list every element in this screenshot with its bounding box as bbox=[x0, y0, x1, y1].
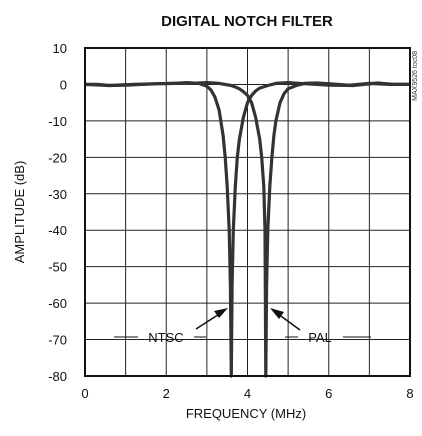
plot-area bbox=[84, 81, 410, 378]
y-tick-label: -70 bbox=[48, 333, 67, 348]
y-tick-label: -50 bbox=[48, 260, 67, 275]
x-tick-label: 6 bbox=[325, 386, 332, 401]
annotation-pal: PAL bbox=[308, 330, 332, 345]
x-tick-label: 0 bbox=[81, 386, 88, 401]
y-tick-label: 0 bbox=[60, 77, 67, 92]
grid bbox=[85, 48, 410, 376]
plot-frame bbox=[84, 47, 411, 377]
series-pal-line bbox=[84, 81, 410, 378]
annotation-arrowhead-pal bbox=[270, 308, 284, 319]
y-tick-label: -10 bbox=[48, 114, 67, 129]
annotations: NTSC PAL bbox=[114, 308, 371, 345]
x-axis-label: FREQUENCY (MHz) bbox=[186, 406, 306, 421]
y-tick-label: -60 bbox=[48, 296, 67, 311]
figure-code: MAX9526 toc08 bbox=[412, 51, 419, 101]
annotation-ntsc: NTSC bbox=[148, 330, 183, 345]
y-tick-label: -30 bbox=[48, 187, 67, 202]
tick-labels: 0 2 4 6 8 10 0 -10 -20 -30 -40 -50 -60 -70 -80 bbox=[48, 41, 413, 401]
annotation-arrowhead-ntsc bbox=[214, 308, 228, 318]
y-tick-label: -80 bbox=[48, 369, 67, 384]
y-tick-label: -20 bbox=[48, 150, 67, 165]
y-axis-label: AMPLITUDE (dB) bbox=[12, 161, 27, 264]
y-tick-label: -40 bbox=[48, 223, 67, 238]
x-tick-label: 2 bbox=[163, 386, 170, 401]
y-tick-label: 10 bbox=[53, 41, 67, 56]
x-tick-label: 8 bbox=[406, 386, 413, 401]
x-tick-label: 4 bbox=[244, 386, 251, 401]
chart-title: DIGITAL NOTCH FILTER bbox=[161, 13, 333, 30]
